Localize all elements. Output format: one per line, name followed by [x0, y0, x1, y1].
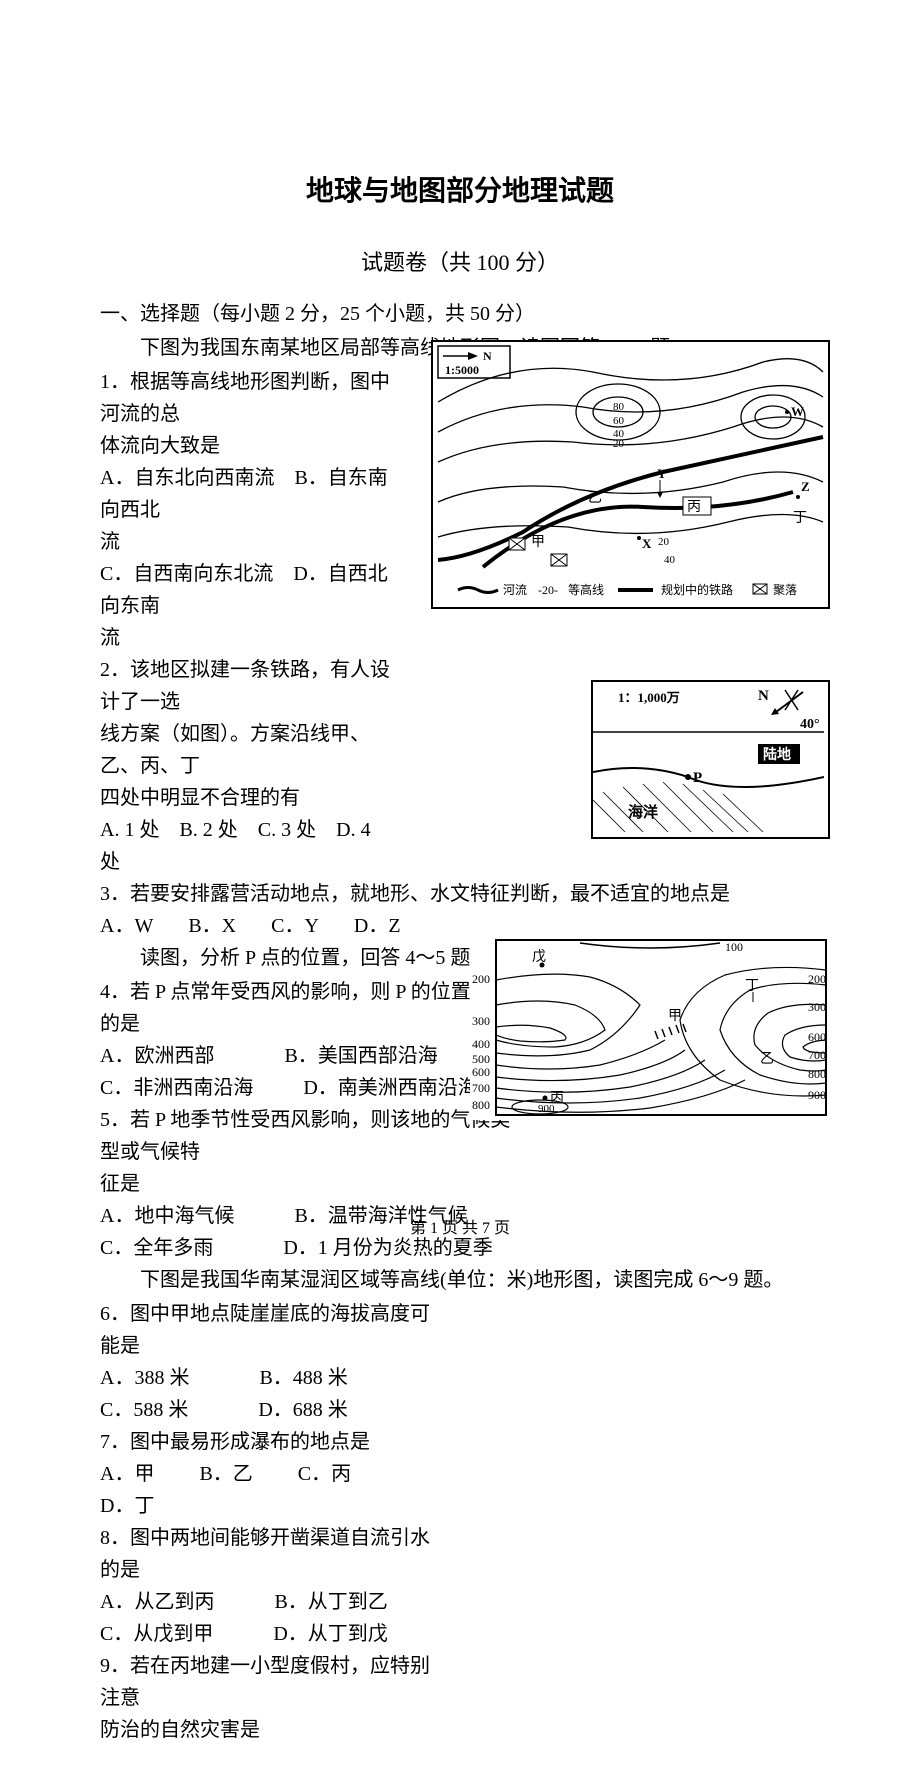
q2-choice-a: A. 1 处 [100, 819, 159, 841]
svg-text:400: 400 [472, 1037, 490, 1051]
svg-text:200: 200 [808, 972, 826, 986]
fig1-point-bing: 丙 [687, 500, 701, 515]
q4-choice-c: C．非洲西南沿海 [100, 1077, 253, 1099]
q8-choice-a: A．从乙到丙 [100, 1591, 214, 1613]
q9-stem-1: 9．若在丙地建一小型度假村，应特别注意 [100, 1650, 430, 1714]
fig2-north: N [758, 688, 769, 704]
fig3-point-ding: 丁 [745, 979, 759, 994]
q8-choice-c: C．从戊到甲 [100, 1623, 213, 1645]
svg-text:20: 20 [658, 536, 670, 548]
q3-choice-b: B．X [188, 910, 236, 942]
q1-choice-b2: 流 [100, 526, 400, 558]
exam-subtitle: 试题卷（共 100 分） [100, 245, 820, 280]
fig1-point-yi: 乙 [588, 490, 602, 506]
fig1-legend-contour-sample: -20- [538, 583, 558, 597]
svg-text:800: 800 [808, 1067, 826, 1081]
fig2-point-p: P [693, 770, 702, 786]
svg-text:40: 40 [613, 428, 625, 440]
q2-choice-d: D. 4 [336, 819, 370, 841]
svg-text:300: 300 [472, 1014, 490, 1028]
fig1-legend-rail: 规划中的铁路 [661, 582, 733, 597]
fig1-village-2 [551, 554, 567, 566]
q1-choice-a: A．自东北向西南流 [100, 467, 274, 489]
fig2-lat: 40° [800, 717, 820, 732]
svg-text:60: 60 [613, 415, 625, 427]
fig1-point-w: W [791, 404, 804, 419]
q4-choice-b: B．美国西部沿海 [284, 1045, 437, 1067]
svg-text:900: 900 [808, 1088, 826, 1102]
q7-choice-a: A．甲 [100, 1463, 154, 1485]
q1-stem-2: 体流向大致是 [100, 430, 400, 462]
q2-choice-b: B. 2 处 [179, 819, 237, 841]
page-footer: 第 1 页 共 7 页 [0, 1216, 920, 1242]
svg-text:800: 800 [472, 1098, 490, 1112]
q5-stem-1: 5．若 P 地季节性受西风影响，则该地的气候类型或气候特 [100, 1104, 520, 1168]
svg-text:300: 300 [808, 1000, 826, 1014]
q3-choice-d: D．Z [354, 910, 401, 942]
svg-text:200: 200 [472, 972, 490, 986]
q8-stem: 8．图中两地间能够开凿渠道自流引水的是 [100, 1522, 430, 1586]
fig1-point-x: X [642, 536, 652, 551]
fig1-north: N [483, 349, 492, 363]
figure-1-contour-map: N 1:5000 20 40 60 80 20 40 [431, 340, 830, 609]
q1-choice-c: C．自西南向东北流 [100, 563, 273, 585]
q8-choice-d: D．从丁到戊 [273, 1623, 387, 1645]
q4-choice-a: A．欧洲西部 [100, 1045, 214, 1067]
figure-2-p-map: 1：1,000万 N 40° 陆地 海洋 P [591, 680, 830, 839]
q6-stem: 6．图中甲地点陡崖崖底的海拔高度可能是 [100, 1298, 430, 1362]
q6-choice-c: C．588 米 [100, 1399, 188, 1421]
q2-choice-d2: 处 [100, 846, 400, 878]
q5-stem-2: 征是 [100, 1168, 520, 1200]
svg-text:40: 40 [664, 554, 676, 566]
q2-stem-2: 线方案（如图）。方案沿线甲、乙、丙、丁 [100, 718, 400, 782]
q7-choice-c: C．丙 [298, 1463, 351, 1485]
q8-choice-b: B．从丁到乙 [274, 1591, 387, 1613]
q2-stem-1: 2．该地区拟建一条铁路，有人设计了一选 [100, 654, 400, 718]
section-1-header: 一、选择题（每小题 2 分，25 个小题，共 50 分） [100, 298, 820, 330]
fig3-point-bing: 丙 [550, 1091, 564, 1106]
fig3-point-jia: 甲 [668, 1009, 682, 1024]
q6-choice-b: B．488 米 [259, 1367, 347, 1389]
fig1-point-jia: 甲 [531, 535, 545, 550]
svg-text:500: 500 [472, 1052, 490, 1066]
svg-text:100: 100 [725, 940, 743, 954]
q2-stem-3: 四处中明显不合理的有 [100, 782, 400, 814]
fig2-scale: 1：1,000万 [618, 690, 680, 705]
q7-choice-b: B．乙 [199, 1463, 252, 1485]
fig1-point-y: Y [657, 466, 667, 481]
q6-choice-a: A．388 米 [100, 1367, 189, 1389]
fig1-village-1 [509, 538, 525, 550]
q1-choice-d2: 流 [100, 622, 400, 654]
fig1-scale: 1:5000 [445, 363, 479, 377]
q4-choice-d: D．南美洲西南沿海 [303, 1077, 477, 1099]
q4-stem: 4．若 P 点常年受西风的影响，则 P 的位置正确的是 [100, 976, 520, 1040]
svg-text:700: 700 [472, 1081, 490, 1095]
svg-text:600: 600 [472, 1065, 490, 1079]
q6-choice-d: D．688 米 [258, 1399, 347, 1421]
figure-3-contour-map: 100 200 300 400 500 600 700 800 200 300 … [470, 935, 830, 1120]
intro-3: 下图是我国华南某湿润区域等高线(单位：米)地形图，读图完成 6～9 题。 [100, 1264, 820, 1296]
fig3-point-wu: 戊 [532, 949, 546, 965]
q3-choice-c: C．Y [271, 910, 319, 942]
q3-choice-a: A．W [100, 910, 153, 942]
fig3-point-yi: 乙 [760, 1051, 774, 1067]
q2-choice-c: C. 3 处 [258, 819, 316, 841]
exam-title: 地球与地图部分地理试题 [100, 170, 820, 215]
fig1-legend-contour: 等高线 [568, 582, 604, 597]
q3-stem: 3．若要安排露营活动地点，就地形、水文特征判断，最不适宜的地点是 [100, 878, 820, 910]
fig1-point-ding: 丁 [793, 511, 807, 526]
q9-stem-2: 防治的自然灾害是 [100, 1714, 430, 1746]
svg-text:600: 600 [808, 1030, 826, 1044]
svg-text:80: 80 [613, 401, 625, 413]
fig1-point-z: Z [801, 479, 810, 494]
fig2-ocean: 海洋 [628, 803, 658, 821]
fig1-legend-village: 聚落 [773, 583, 797, 597]
q1-stem-1: 1．根据等高线地形图判断，图中河流的总 [100, 366, 400, 430]
svg-text:700: 700 [808, 1048, 826, 1062]
fig1-legend-river: 河流 [503, 583, 527, 597]
q7-stem: 7．图中最易形成瀑布的地点是 [100, 1426, 430, 1458]
q7-choice-d: D．丁 [100, 1490, 430, 1522]
fig2-land: 陆地 [763, 746, 791, 763]
